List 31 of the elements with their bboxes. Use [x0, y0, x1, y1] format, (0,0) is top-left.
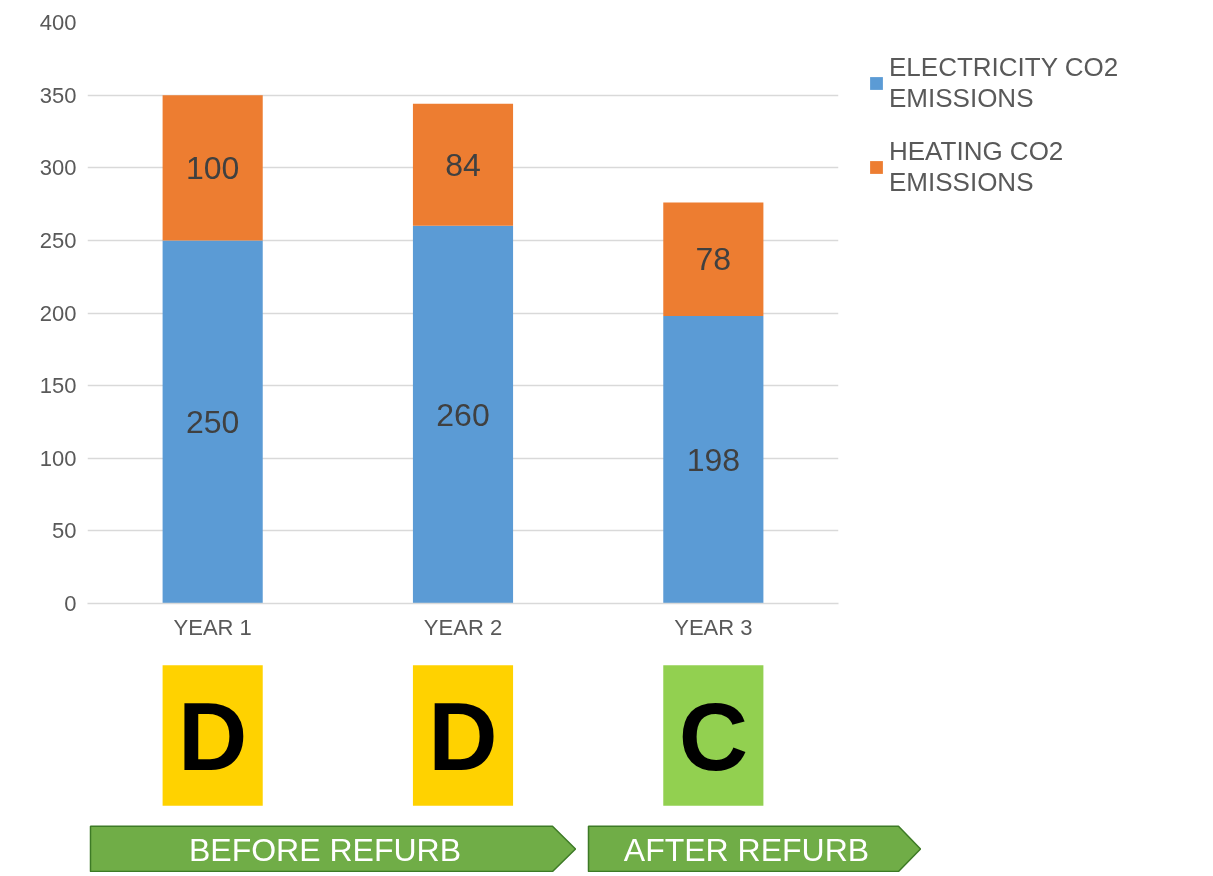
- x-tick-label: YEAR 2: [423, 614, 503, 640]
- y-tick-label: 0: [64, 591, 77, 616]
- bar: [412, 225, 514, 604]
- bar: [663, 315, 764, 604]
- bar: [162, 95, 263, 241]
- y-tick-label: 250: [39, 227, 77, 253]
- y-tick-label: 400: [39, 10, 77, 35]
- data-label: 78: [695, 241, 732, 278]
- x-tick-label: YEAR 1: [173, 614, 252, 640]
- text: C: [678, 683, 748, 791]
- y-tick-label: 200: [39, 300, 77, 326]
- y-tick-label: 300: [39, 155, 77, 181]
- data-label: 250: [185, 403, 240, 440]
- text: BEFORE REFURB: [188, 831, 462, 868]
- y-tick-label: 150: [39, 373, 77, 399]
- x-tick-label: YEAR 3: [674, 614, 753, 640]
- bar: [412, 103, 514, 226]
- data-label: 84: [445, 146, 481, 183]
- legend-label: HEATING CO2 EMISSIONS: [889, 136, 1064, 198]
- legend-label: ELECTRICITY CO2 EMISSIONS: [889, 52, 1119, 114]
- y-tick-label: 50: [52, 518, 77, 544]
- data-label: 260: [436, 396, 490, 433]
- text: D: [178, 683, 248, 791]
- text: D: [428, 683, 498, 791]
- text: AFTER REFURB: [623, 831, 870, 868]
- y-tick-label: 350: [39, 82, 77, 108]
- bar: [663, 202, 764, 316]
- data-label: 100: [185, 149, 240, 186]
- bar: [162, 240, 263, 604]
- y-tick-label: 100: [39, 445, 77, 471]
- data-label: 198: [686, 441, 741, 478]
